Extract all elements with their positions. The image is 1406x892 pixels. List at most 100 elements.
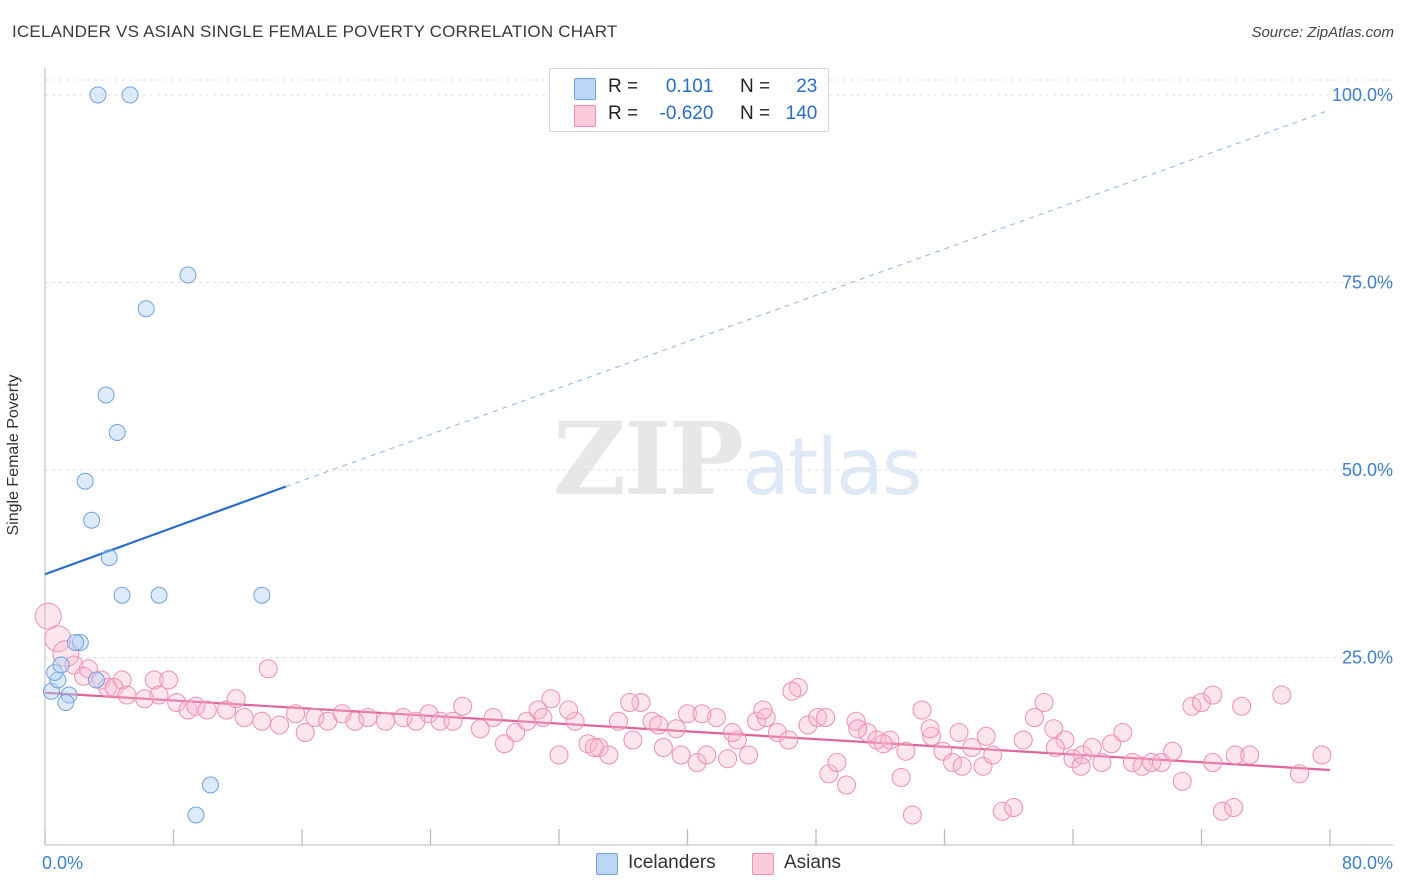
asians-point bbox=[565, 711, 585, 731]
icelanders-point bbox=[57, 694, 75, 711]
asians-point bbox=[678, 704, 697, 724]
y-tick-label: 75.0% bbox=[1342, 273, 1393, 293]
asians-point bbox=[891, 768, 911, 787]
asians-point bbox=[1055, 730, 1075, 750]
asians-point bbox=[234, 708, 254, 727]
asians-point bbox=[779, 730, 799, 750]
asians-point bbox=[837, 775, 857, 795]
asians-point bbox=[767, 723, 787, 742]
trend-lines bbox=[44, 109, 1331, 772]
legend-r-value: 0.101 bbox=[665, 76, 714, 97]
asians-point bbox=[149, 685, 169, 705]
asians-point bbox=[747, 711, 767, 731]
icelanders-point bbox=[150, 586, 168, 604]
asians-point bbox=[973, 756, 993, 776]
asians-point bbox=[419, 704, 439, 724]
gridlines bbox=[45, 79, 1393, 658]
icelanders-point bbox=[108, 424, 126, 441]
asians-point bbox=[258, 659, 278, 679]
asians-point bbox=[816, 708, 836, 727]
asians-point bbox=[559, 700, 579, 720]
asians-point bbox=[788, 678, 808, 697]
asians-point bbox=[1142, 753, 1162, 772]
icelanders-point bbox=[76, 472, 94, 490]
legend-n-label: N = bbox=[739, 103, 771, 124]
asians-point bbox=[1082, 738, 1102, 757]
asians-point bbox=[1044, 719, 1064, 739]
asians-point bbox=[753, 700, 773, 720]
legend-n-label: N = bbox=[739, 76, 771, 97]
asians-point bbox=[533, 708, 553, 727]
asians-point bbox=[976, 726, 996, 746]
asians-legend-swatch bbox=[752, 853, 774, 875]
asians-point bbox=[1212, 801, 1232, 821]
asians-point bbox=[623, 730, 643, 750]
icelanders-trend-line bbox=[44, 485, 287, 576]
asians-point bbox=[1113, 723, 1133, 742]
legend-n-value: 23 bbox=[796, 76, 818, 97]
y-tick-label: 50.0% bbox=[1342, 460, 1393, 480]
legend-r-value: -0.620 bbox=[659, 103, 714, 124]
asians-point bbox=[1163, 741, 1183, 761]
asians-point bbox=[270, 715, 290, 735]
asians-point bbox=[494, 734, 514, 754]
icelanders-point bbox=[137, 300, 155, 318]
asians-point bbox=[827, 753, 847, 772]
asians-point bbox=[1071, 756, 1091, 776]
asians-point bbox=[848, 719, 868, 739]
icelanders-point bbox=[87, 671, 105, 689]
correlation-legend: R = 0.101 N = 23 R = -0.620 N = 140 bbox=[549, 68, 829, 132]
asians-point bbox=[896, 741, 916, 761]
icelanders-point bbox=[179, 266, 197, 284]
asians-point bbox=[706, 708, 726, 727]
asians-point bbox=[584, 738, 604, 757]
icelanders-point bbox=[253, 586, 271, 604]
icelanders-point bbox=[187, 806, 205, 824]
asians-point bbox=[470, 719, 490, 739]
asians-point bbox=[1232, 696, 1252, 716]
asians-swatch bbox=[574, 105, 596, 127]
asians-point bbox=[949, 723, 969, 742]
legend-n-value: 140 bbox=[785, 103, 818, 124]
asians-point bbox=[873, 734, 893, 754]
asians-point bbox=[1122, 753, 1142, 772]
asians-point bbox=[393, 708, 413, 727]
asians-point bbox=[217, 700, 237, 720]
icelanders-points bbox=[42, 86, 271, 824]
asians-points bbox=[34, 602, 1332, 825]
asians-point bbox=[857, 723, 877, 742]
icelanders-point bbox=[89, 86, 107, 104]
asians-point bbox=[186, 696, 206, 716]
y-tick-label: 100.0% bbox=[1332, 85, 1393, 105]
asians-point bbox=[952, 756, 972, 776]
asians-point bbox=[782, 681, 802, 701]
icelanders-legend-swatch bbox=[596, 853, 618, 875]
asians-point bbox=[687, 753, 707, 772]
asians-point bbox=[920, 719, 940, 739]
asians-point bbox=[649, 715, 669, 735]
asians-point bbox=[541, 689, 561, 709]
watermark-atlas: atlas bbox=[741, 423, 922, 513]
asians-point bbox=[1132, 756, 1152, 776]
asians-point bbox=[295, 723, 315, 742]
asians-point bbox=[1289, 764, 1309, 784]
asians-point bbox=[631, 693, 651, 712]
asians-point bbox=[1203, 685, 1223, 705]
icelanders-point bbox=[100, 549, 118, 567]
asians-point bbox=[517, 711, 537, 731]
asians-point bbox=[1045, 738, 1065, 757]
asians-point bbox=[933, 741, 953, 761]
asians-point bbox=[608, 711, 628, 731]
asians-point bbox=[666, 719, 686, 739]
asians-point bbox=[1182, 696, 1202, 716]
asians-point bbox=[305, 708, 325, 727]
asians-point bbox=[578, 734, 598, 754]
asians-point bbox=[1224, 798, 1244, 817]
asians-point bbox=[376, 711, 396, 731]
asians-point bbox=[653, 738, 673, 757]
asians-point bbox=[1272, 685, 1292, 705]
icelanders-legend-label: Icelanders bbox=[628, 852, 716, 873]
asians-legend-label: Asians bbox=[784, 852, 842, 873]
asians-point bbox=[943, 753, 963, 772]
asians-point bbox=[846, 711, 866, 731]
